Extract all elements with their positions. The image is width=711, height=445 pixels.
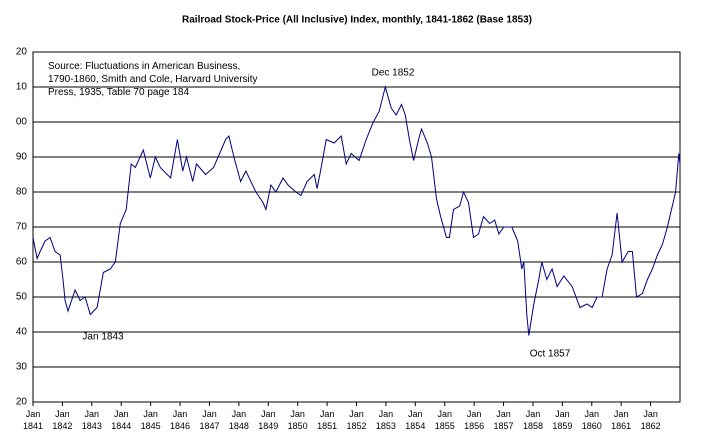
x-tick-label: Jan 1856 bbox=[464, 409, 485, 431]
x-tick-label: Jan 1858 bbox=[522, 409, 543, 431]
chart-title: Railroad Stock-Price (All Inclusive) Ind… bbox=[182, 15, 532, 26]
y-tick-label: 40 bbox=[16, 327, 28, 338]
x-tick-label: Jan 1851 bbox=[317, 409, 338, 431]
annotation: Dec 1852 bbox=[372, 68, 415, 79]
x-tick-label: Jan 1844 bbox=[111, 409, 132, 431]
data-line bbox=[32, 85, 681, 336]
y-tick-label: 60 bbox=[16, 257, 28, 268]
source-line: Press, 1935, Table 70 page 184 bbox=[48, 87, 190, 98]
y-tick-label: 10 bbox=[16, 82, 28, 93]
x-tick-label: Jan 1853 bbox=[375, 409, 396, 431]
x-tick-label: Jan 1848 bbox=[228, 409, 249, 431]
x-tick-label: Jan 1852 bbox=[346, 409, 367, 431]
x-tick-label: Jan 1843 bbox=[81, 409, 102, 431]
y-tick-label: 90 bbox=[16, 152, 28, 163]
x-tick-label: Jan 1861 bbox=[611, 409, 632, 431]
x-tick-label: Jan 1854 bbox=[405, 409, 426, 431]
x-tick-label: Jan 1857 bbox=[493, 409, 514, 431]
annotation: Oct 1857 bbox=[530, 349, 571, 360]
x-tick-label: Jan 1859 bbox=[552, 409, 573, 431]
x-tick-label: Jan 1850 bbox=[287, 409, 308, 431]
source-line: Source: Fluctuations in American Busines… bbox=[48, 61, 241, 72]
y-tick-label: 20 bbox=[16, 397, 28, 408]
y-tick-label: 50 bbox=[16, 292, 28, 303]
x-tick-label: Jan 1841 bbox=[22, 409, 44, 431]
y-tick-label: 20 bbox=[16, 47, 28, 58]
plot-frame bbox=[32, 51, 681, 403]
x-tick-label: Jan 1860 bbox=[581, 409, 602, 431]
source-note: Source: Fluctuations in American Busines… bbox=[48, 60, 258, 99]
annotation: Jan 1843 bbox=[82, 332, 124, 343]
x-tick-label: Jan 1842 bbox=[52, 409, 73, 431]
x-tick-label: Jan 1846 bbox=[170, 409, 191, 431]
source-line: 1790-1860, Smith and Cole, Harvard Unive… bbox=[48, 74, 258, 85]
y-tick-label: 70 bbox=[16, 222, 28, 233]
x-tick-label: Jan 1847 bbox=[199, 409, 220, 431]
y-tick-label: 80 bbox=[16, 187, 28, 198]
x-tick-label: Jan 1862 bbox=[640, 409, 661, 431]
y-tick-label: 30 bbox=[16, 362, 28, 373]
x-tick-label: Jan 1855 bbox=[434, 409, 455, 431]
x-tick-label: Jan 1845 bbox=[140, 409, 161, 431]
x-tick-label: Jan 1849 bbox=[258, 409, 279, 431]
y-tick-label: 00 bbox=[16, 117, 28, 128]
